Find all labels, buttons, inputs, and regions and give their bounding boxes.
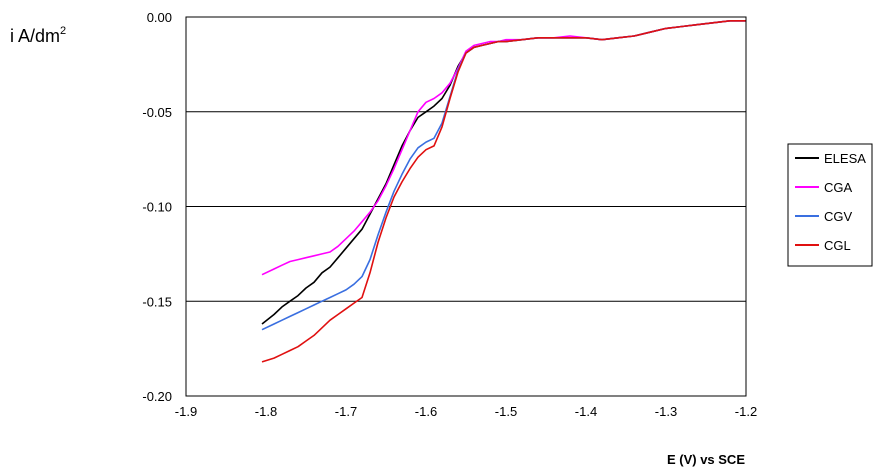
y-axis-label-superscript: 2	[60, 25, 66, 37]
plot-area-border	[185, 16, 747, 397]
legend-label-elesa: ELESA	[824, 151, 866, 166]
legend-label-cgl: CGL	[824, 238, 851, 253]
y-tick-label: -0.20	[142, 389, 172, 404]
x-axis-title: E (V) vs SCE	[667, 452, 745, 467]
y-tick-label: -0.15	[142, 294, 172, 309]
legend: ELESA CGA CGV CGL	[787, 143, 873, 267]
y-axis-label: i A/dm	[10, 26, 60, 46]
x-tick-label: -1.5	[495, 404, 517, 419]
y-axis: 0.00 -0.05 -0.10 -0.15 -0.20	[142, 10, 172, 404]
x-tick-label: -1.6	[415, 404, 437, 419]
x-tick-label: -1.4	[575, 404, 597, 419]
x-tick-label: -1.7	[335, 404, 357, 419]
legend-label-cgv: CGV	[824, 209, 853, 224]
series-layer	[261, 20, 746, 363]
gridlines	[186, 111, 746, 302]
series-line-cgl	[261, 20, 746, 363]
x-axis: -1.9 -1.8 -1.7 -1.6 -1.5 -1.4 -1.3 -1.2	[175, 404, 757, 419]
legend-label-cga: CGA	[824, 180, 853, 195]
y-tick-label: -0.05	[142, 105, 172, 120]
y-tick-label: 0.00	[147, 10, 172, 25]
x-tick-label: -1.3	[655, 404, 677, 419]
x-tick-label: -1.9	[175, 404, 197, 419]
x-tick-label: -1.8	[255, 404, 277, 419]
x-tick-label: -1.2	[735, 404, 757, 419]
y-tick-label: -0.10	[142, 200, 172, 215]
y-axis-title: i A/dm2	[10, 25, 66, 46]
svg-text:i A/dm2: i A/dm2	[10, 25, 66, 46]
